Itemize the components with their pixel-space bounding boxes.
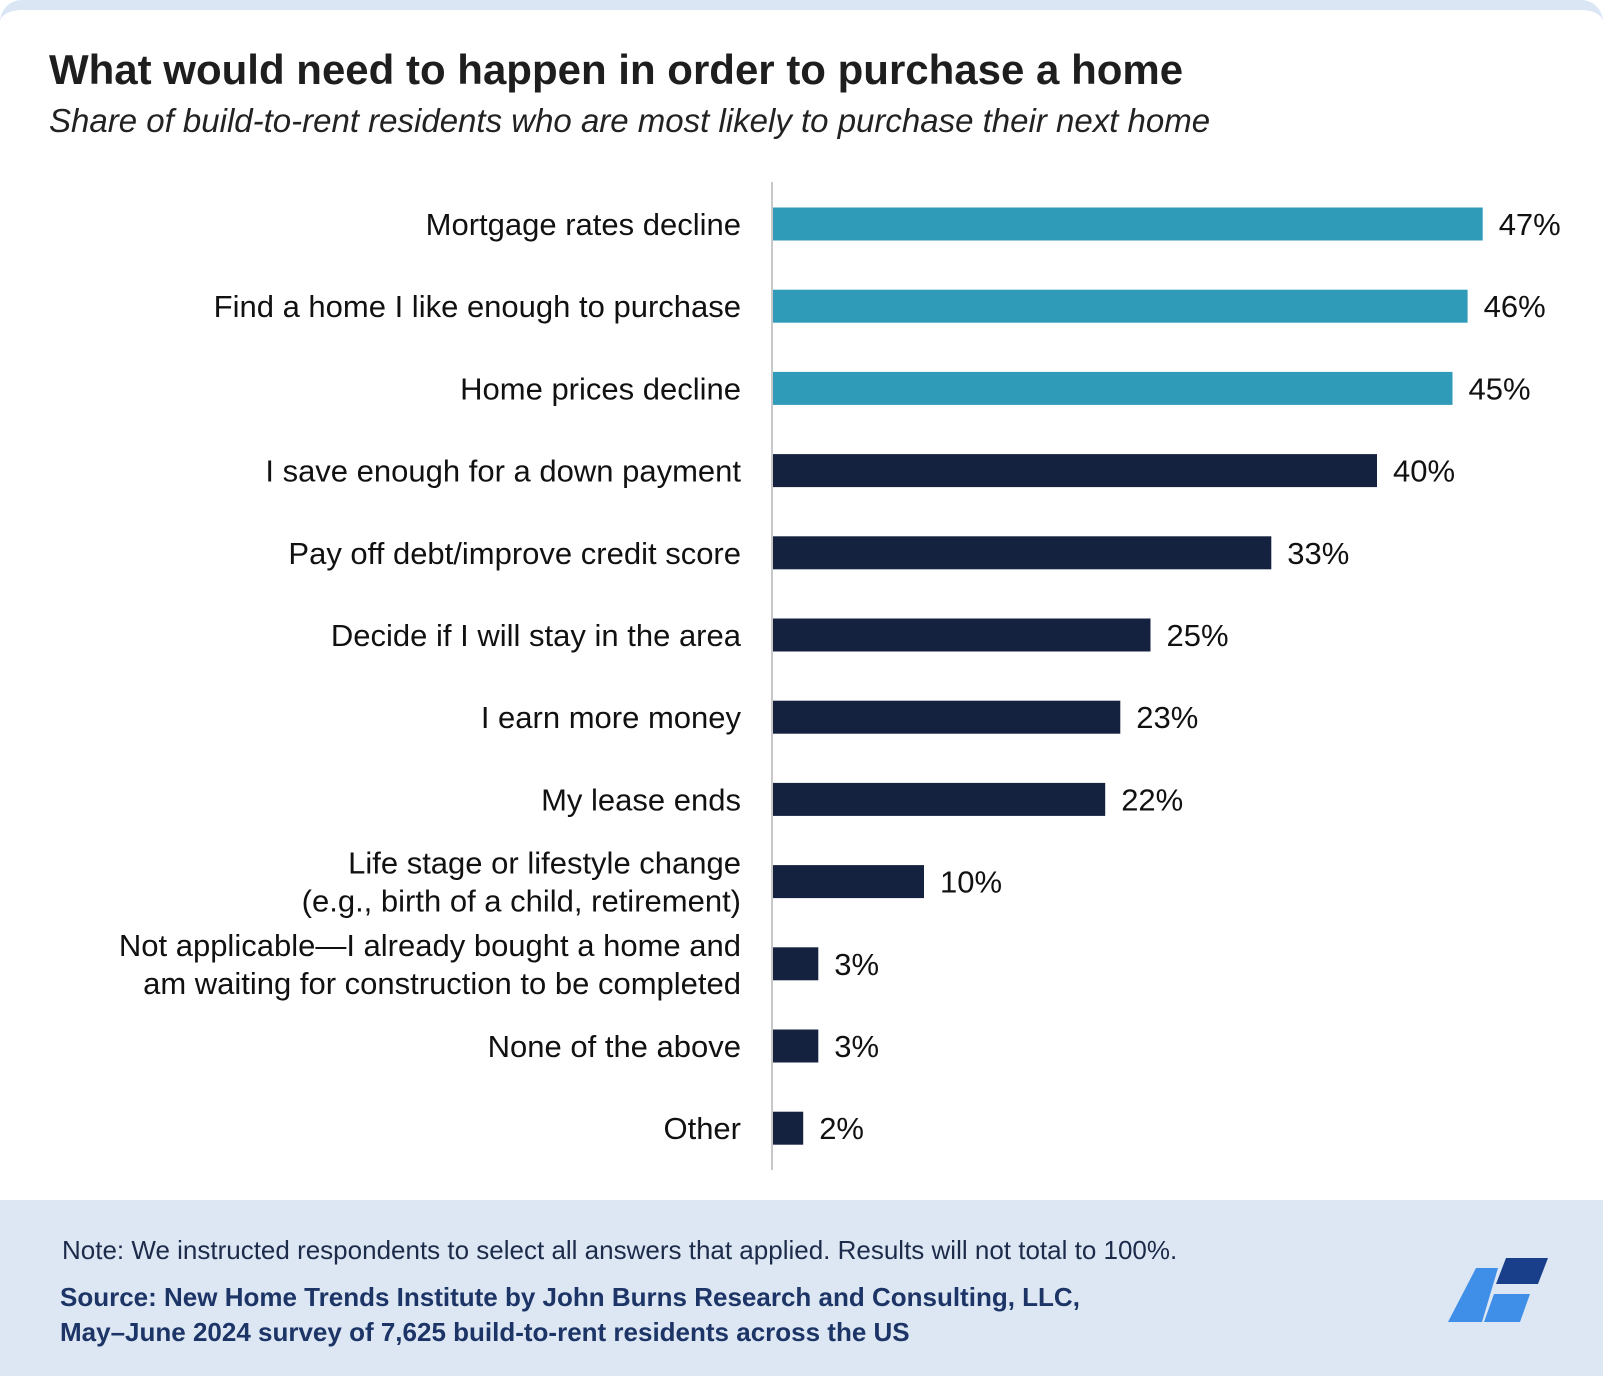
bar (773, 289, 1468, 323)
category-label: Life stage or lifestyle change (348, 846, 741, 881)
category-label: (e.g., birth of a child, retirement) (302, 884, 741, 919)
value-label: 23% (1136, 700, 1198, 735)
bar (773, 454, 1377, 488)
category-label: I earn more money (481, 700, 742, 735)
bar (773, 782, 1106, 816)
chart-subtitle: Share of build-to-rent residents who are… (49, 102, 1211, 139)
category-label: Pay off debt/improve credit score (288, 536, 741, 571)
value-label: 33% (1287, 536, 1349, 571)
company-logo-icon (1448, 1258, 1548, 1322)
bar (773, 1111, 804, 1145)
value-label: 22% (1121, 782, 1183, 817)
category-label: My lease ends (541, 782, 741, 817)
value-label: 46% (1484, 289, 1546, 324)
source-line-1: Source: New Home Trends Institute by Joh… (60, 1282, 1080, 1312)
value-label: 40% (1393, 454, 1455, 489)
bar (773, 207, 1483, 241)
category-label: Decide if I will stay in the area (331, 618, 742, 653)
value-label: 47% (1499, 207, 1561, 242)
value-label: 3% (834, 1029, 879, 1064)
category-label: Not applicable—I already bought a home a… (119, 928, 741, 963)
value-label: 2% (819, 1111, 864, 1146)
chart-title: What would need to happen in order to pu… (49, 46, 1184, 93)
bar (773, 865, 924, 899)
bar (773, 371, 1453, 405)
category-label: Home prices decline (460, 371, 741, 406)
source-text: Source: New Home Trends Institute by Joh… (60, 1280, 1080, 1350)
category-label: am waiting for construction to be comple… (143, 966, 741, 1001)
category-label: Mortgage rates decline (426, 207, 741, 242)
bar (773, 700, 1121, 734)
footer-panel (0, 1200, 1603, 1376)
bar (773, 947, 819, 981)
value-label: 3% (834, 947, 879, 982)
bar-chart: 47% Mortgage rates decline 46% Find a home … (119, 182, 1561, 1170)
category-label: Find a home I like enough to purchase (214, 289, 741, 324)
bar (773, 536, 1272, 570)
source-line-2: May–June 2024 survey of 7,625 build-to-r… (60, 1317, 910, 1347)
category-label: I save enough for a down payment (265, 454, 741, 489)
bar (773, 618, 1151, 652)
bar (773, 1029, 819, 1063)
footnote: Note: We instructed respondents to selec… (62, 1235, 1178, 1265)
category-label: Other (663, 1111, 741, 1146)
value-label: 10% (940, 865, 1002, 900)
value-label: 45% (1469, 371, 1531, 406)
category-label: None of the above (488, 1029, 741, 1064)
value-label: 25% (1167, 618, 1229, 653)
